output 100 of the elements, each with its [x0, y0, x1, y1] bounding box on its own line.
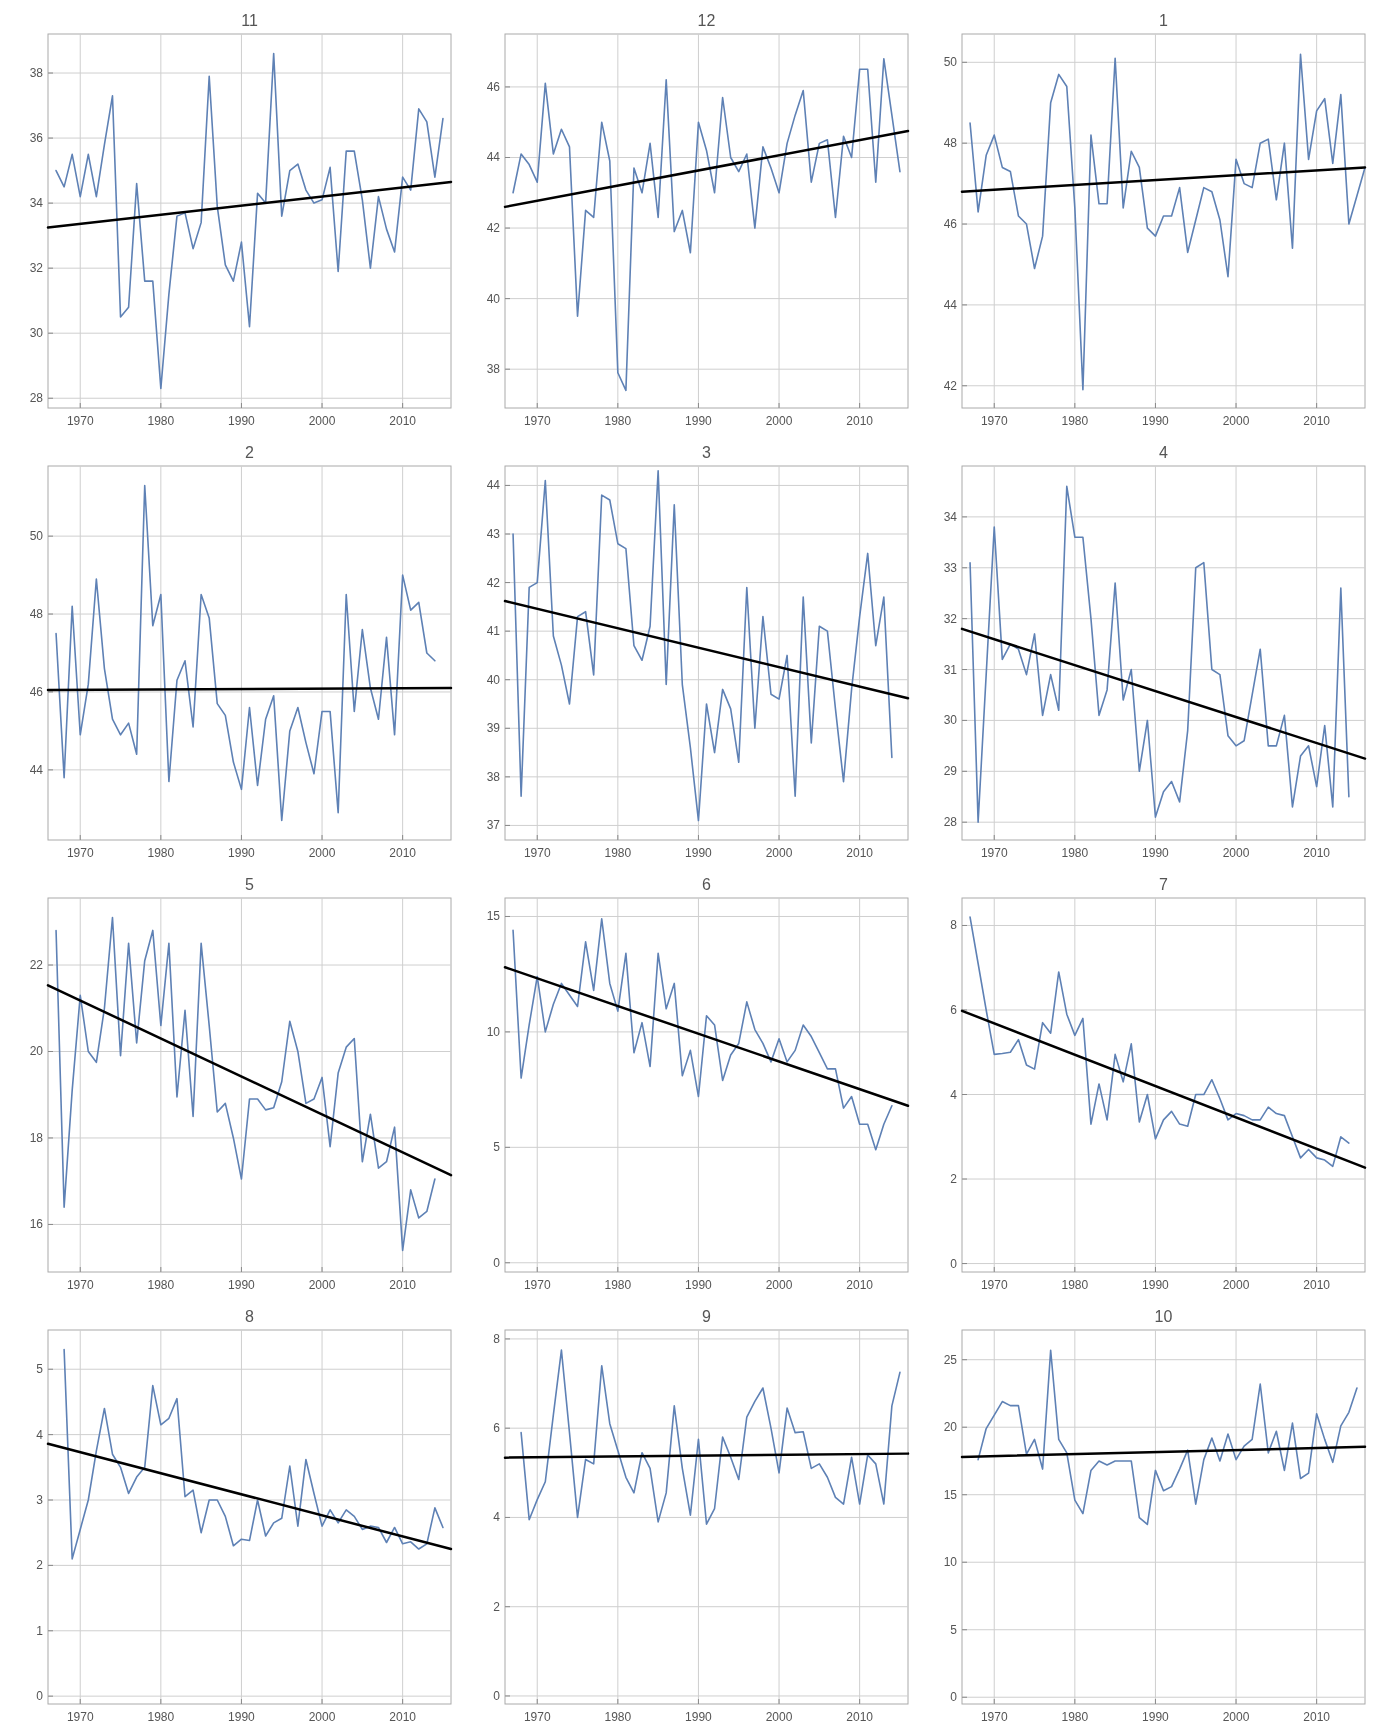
y-tick-label: 0 [493, 1688, 501, 1703]
y-tick-label: 39 [486, 721, 501, 736]
y-tick-label: 41 [486, 624, 501, 639]
y-tick-label: 48 [29, 607, 44, 622]
line-series [512, 57, 901, 392]
y-tick-label: 38 [486, 362, 501, 377]
x-tick-label: 2000 [308, 1710, 336, 1724]
y-tick-label: 8 [493, 1331, 501, 1346]
x-tick-label: 1980 [1061, 1278, 1089, 1292]
x-tick-label: 1980 [604, 1710, 632, 1724]
y-tick-label: 48 [943, 136, 958, 151]
chart-title: 3 [702, 444, 712, 461]
x-tick-label: 1990 [1142, 1710, 1170, 1724]
chart-title: 4 [1159, 444, 1169, 461]
chart-title: 10 [1154, 1308, 1173, 1325]
y-tick-label: 44 [29, 762, 44, 777]
x-tick-label: 1990 [1142, 1278, 1170, 1292]
chart-title: 1 [1159, 12, 1169, 29]
x-tick-label: 1990 [228, 1710, 256, 1724]
y-tick-label: 30 [29, 326, 44, 341]
y-tick-label: 28 [943, 815, 958, 830]
x-tick-label: 2010 [389, 414, 417, 428]
chart-title: 11 [241, 12, 258, 29]
x-tick-label: 1990 [228, 846, 256, 860]
x-tick-label: 2010 [846, 846, 874, 860]
chart-title: 8 [245, 1308, 255, 1325]
y-tick-label: 2 [950, 1172, 958, 1187]
y-tick-label: 38 [29, 66, 44, 81]
y-tick-label: 42 [486, 575, 501, 590]
line-series [969, 485, 1350, 823]
y-tick-label: 15 [943, 1487, 958, 1502]
x-tick-label: 2000 [308, 414, 336, 428]
x-tick-label: 1970 [66, 1278, 94, 1292]
y-tick-label: 25 [943, 1352, 958, 1367]
x-tick-label: 1970 [980, 1278, 1008, 1292]
x-tick-label: 2000 [308, 846, 336, 860]
y-tick-label: 10 [943, 1555, 958, 1570]
x-tick-label: 1970 [980, 846, 1008, 860]
x-tick-label: 2010 [1303, 1710, 1331, 1724]
y-tick-label: 5 [493, 1140, 501, 1155]
y-tick-label: 5 [36, 1362, 44, 1377]
x-tick-label: 2010 [389, 846, 417, 860]
y-tick-label: 0 [950, 1256, 958, 1271]
x-tick-label: 2010 [846, 1710, 874, 1724]
y-tick-label: 50 [943, 55, 958, 70]
x-tick-label: 1970 [66, 1710, 94, 1724]
x-tick-label: 2000 [765, 1710, 793, 1724]
x-tick-label: 2000 [765, 1278, 793, 1292]
y-tick-label: 46 [486, 79, 501, 94]
x-tick-label: 1980 [604, 846, 632, 860]
y-tick-label: 15 [486, 909, 501, 924]
x-tick-label: 1980 [1061, 1710, 1089, 1724]
line-series [977, 1349, 1358, 1526]
y-tick-label: 50 [29, 529, 44, 544]
y-tick-label: 44 [486, 478, 501, 493]
y-tick-label: 4 [493, 1510, 501, 1525]
line-series [55, 916, 436, 1252]
y-tick-label: 36 [29, 131, 44, 146]
y-tick-label: 16 [29, 1217, 44, 1232]
y-tick-label: 31 [943, 662, 958, 677]
chart-title: 12 [697, 12, 716, 29]
x-tick-label: 1980 [604, 414, 632, 428]
y-tick-label: 29 [943, 764, 958, 779]
y-tick-label: 3 [36, 1493, 44, 1507]
line-series [63, 1348, 444, 1560]
y-tick-label: 10 [486, 1024, 501, 1039]
x-tick-label: 1990 [228, 1278, 256, 1292]
y-tick-label: 43 [486, 527, 501, 541]
y-tick-label: 46 [943, 217, 958, 232]
chart-title: 6 [702, 876, 712, 893]
x-tick-label: 1990 [685, 1278, 713, 1292]
y-tick-label: 30 [943, 713, 958, 728]
y-tick-label: 18 [29, 1130, 44, 1145]
x-tick-label: 1970 [523, 1278, 551, 1292]
x-tick-label: 2000 [1222, 1710, 1250, 1724]
x-tick-label: 1990 [1142, 414, 1170, 428]
line-series [55, 52, 444, 390]
x-tick-label: 2010 [846, 414, 874, 428]
x-tick-label: 1970 [66, 846, 94, 860]
line-series [512, 470, 893, 822]
y-tick-label: 20 [943, 1420, 958, 1435]
x-tick-label: 2010 [846, 1278, 874, 1292]
chart-title: 7 [1159, 876, 1169, 893]
x-tick-label: 2000 [765, 846, 793, 860]
x-tick-label: 1990 [685, 846, 713, 860]
x-tick-label: 1970 [523, 1710, 551, 1724]
y-tick-label: 46 [29, 684, 44, 699]
y-tick-label: 22 [29, 958, 44, 973]
x-tick-label: 2000 [308, 1278, 336, 1292]
y-tick-label: 6 [950, 1002, 958, 1017]
line-series [969, 916, 1350, 1168]
x-tick-label: 2000 [1222, 846, 1250, 860]
x-tick-label: 1980 [147, 1278, 175, 1292]
x-tick-label: 1980 [147, 846, 175, 860]
x-tick-label: 2000 [1222, 1278, 1250, 1292]
chart-title: 5 [245, 876, 255, 893]
x-tick-label: 2000 [1222, 414, 1250, 428]
y-tick-label: 44 [486, 150, 501, 165]
x-tick-label: 1970 [980, 414, 1008, 428]
x-tick-label: 2010 [389, 1278, 417, 1292]
